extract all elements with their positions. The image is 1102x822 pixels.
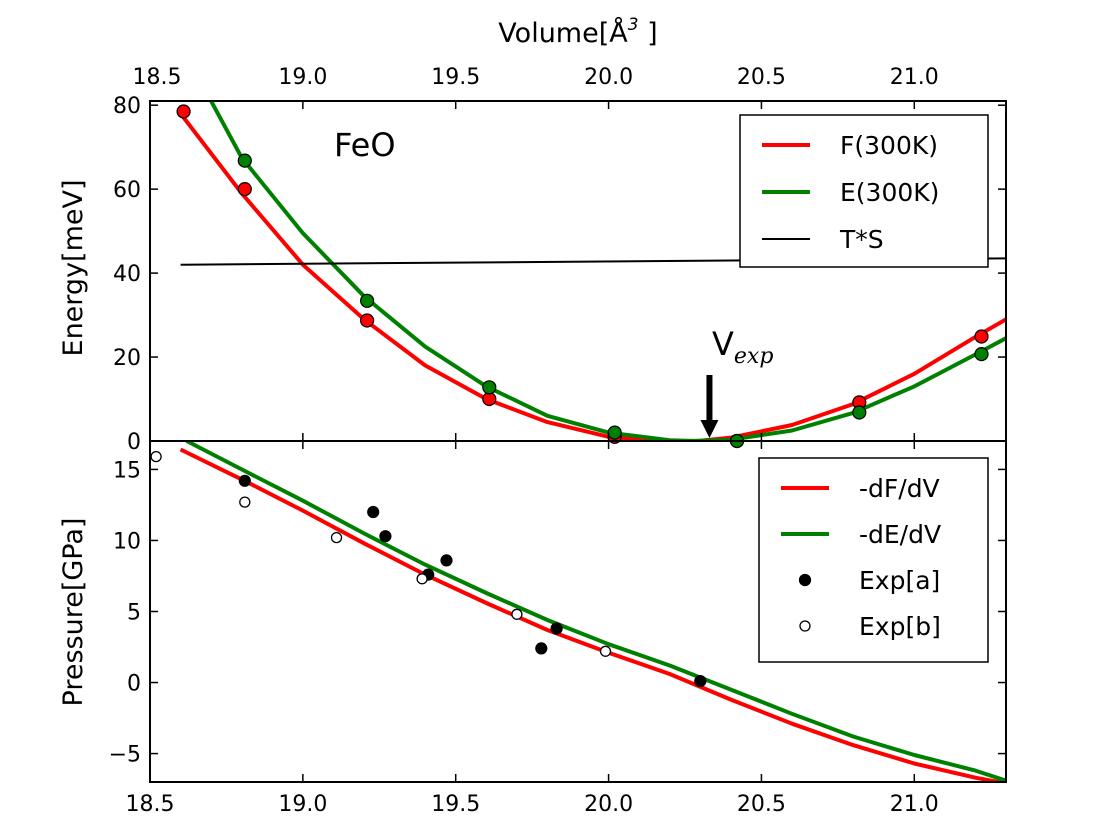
exp-a-point bbox=[379, 530, 392, 543]
exp-a-point bbox=[238, 474, 251, 487]
y-tick-label: 20 bbox=[113, 346, 141, 371]
x-tick-label-top: 19.5 bbox=[431, 65, 480, 90]
legend-label-t-s: T*S bbox=[839, 225, 884, 254]
x-tick-label-top: 20.5 bbox=[737, 65, 786, 90]
pressure-legend: -dF/dV -dE/dV Exp[a] Exp[b] bbox=[758, 457, 989, 663]
exp-a-point bbox=[367, 505, 380, 519]
pressure-axis-label: Pressure[GPa] bbox=[58, 518, 89, 707]
feo-annotation: FeO bbox=[334, 126, 396, 164]
f-300k-point bbox=[237, 182, 252, 197]
vexp-arrow-head bbox=[700, 420, 719, 438]
e-300k-point bbox=[237, 153, 252, 168]
exp-a-point bbox=[535, 642, 548, 655]
x-tick-label-bottom: 21.0 bbox=[890, 792, 939, 817]
x-tick-label-bottom: 20.0 bbox=[584, 792, 633, 817]
f-300k-point bbox=[974, 329, 989, 344]
legend-label-f-300k: F(300K) bbox=[840, 131, 938, 160]
exp-b-point bbox=[416, 573, 428, 585]
exp-b-point bbox=[599, 645, 612, 657]
exp-a-point bbox=[440, 554, 453, 567]
e-300k-point bbox=[482, 380, 497, 395]
energy-legend: F(300K) E(300K) T*S bbox=[739, 114, 989, 268]
legend-label-df-dv: -dF/dV bbox=[859, 474, 940, 503]
exp-b-point bbox=[150, 450, 162, 463]
vexp-arrow-icon bbox=[700, 375, 719, 438]
y-tick-label: 10 bbox=[113, 529, 141, 554]
de-dv-line bbox=[185, 441, 1006, 782]
x-tick-label-top: 18.5 bbox=[133, 65, 182, 90]
y-tick-label: 60 bbox=[113, 178, 141, 203]
y-tick-label: 15 bbox=[113, 458, 141, 483]
exp-b-point bbox=[511, 608, 523, 620]
exp-b-point bbox=[330, 531, 343, 544]
e-300k-point bbox=[852, 405, 867, 420]
f-300k-point bbox=[360, 313, 375, 328]
f-300k-point bbox=[482, 391, 497, 407]
x-tick-label-top: 21.0 bbox=[890, 65, 939, 90]
y-tick-label: −5 bbox=[109, 743, 141, 768]
exp-a-point bbox=[550, 622, 563, 635]
y-tick-label: 0 bbox=[127, 672, 141, 697]
energy-axis-label: Energy[meV] bbox=[58, 180, 89, 357]
exp-a-point bbox=[694, 674, 707, 688]
e-300k-point bbox=[974, 347, 989, 362]
x-tick-label-bottom: 18.5 bbox=[126, 792, 175, 817]
legend-label-exp-b: Exp[b] bbox=[859, 612, 941, 641]
y-tick-label: 40 bbox=[113, 262, 141, 287]
volume-axis-label: Volume[Å3 ] bbox=[498, 15, 657, 49]
vexp-annotation: Vexp bbox=[712, 325, 773, 369]
e-300k-point bbox=[360, 293, 375, 308]
legend-swatch-exp-a bbox=[798, 573, 812, 587]
x-tick-label-bottom: 19.0 bbox=[278, 792, 327, 817]
legend-label-e-300k: E(300K) bbox=[840, 178, 939, 207]
e-300k-point bbox=[607, 425, 622, 440]
pressure-panel: 18.5 19.0 19.5 20.0 20.5 21.0 −5 0 5 10 15 bbox=[109, 440, 1007, 817]
legend-box bbox=[758, 457, 989, 663]
f-300k-point bbox=[176, 104, 191, 119]
x-tick-label-top: 19.0 bbox=[278, 65, 327, 90]
legend-swatch-exp-b bbox=[799, 620, 811, 632]
y-tick-label: 80 bbox=[113, 94, 141, 119]
exp-b-point bbox=[239, 496, 251, 508]
y-tick-label: 5 bbox=[127, 601, 141, 626]
x-tick-label-bottom: 19.5 bbox=[431, 792, 480, 817]
legend-label-exp-a: Exp[a] bbox=[859, 566, 940, 595]
x-tick-label-top: 20.0 bbox=[584, 65, 633, 90]
e-300k-line bbox=[209, 101, 1006, 441]
x-tick-label-bottom: 20.5 bbox=[737, 792, 786, 817]
y-tick-label: 0 bbox=[127, 430, 141, 455]
legend-label-de-dv: -dE/dV bbox=[859, 520, 941, 549]
